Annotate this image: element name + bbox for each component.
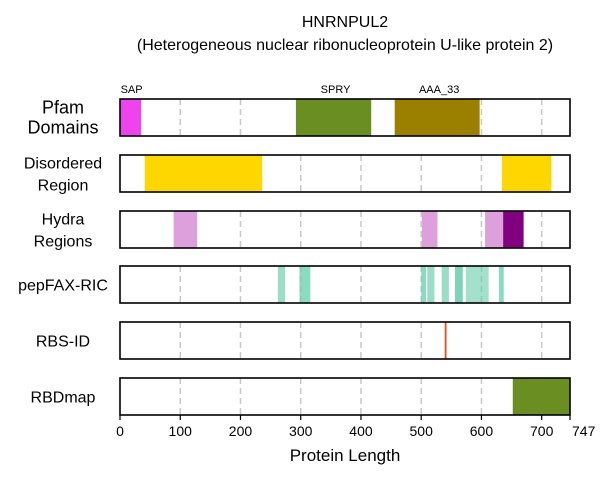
track-disordered-region: Disordered Region	[24, 154, 571, 195]
track-label: RBDmap	[31, 390, 96, 407]
x-tick-label: 0	[116, 423, 124, 439]
track-label: pepFAX-RIC	[18, 278, 108, 295]
track-label: Disordered Region	[24, 156, 102, 195]
track-frame	[119, 265, 571, 304]
x-tick-label: 400	[349, 423, 373, 439]
x-tick-label: 100	[169, 423, 193, 439]
x-tick-label: 200	[229, 423, 253, 439]
track-pfam-domains: SAP SPRY AAA_33 Pfam Domains	[27, 84, 571, 138]
segment-bar	[441, 266, 449, 303]
segment-bar	[394, 99, 480, 136]
segment-bar	[503, 211, 524, 248]
segment-bar	[299, 266, 311, 303]
segment-bar	[512, 378, 570, 415]
segment-bar	[421, 211, 438, 248]
x-tick-label: 600	[470, 423, 494, 439]
x-axis: 0 100 200 300 400 500 600 700 747	[116, 415, 596, 439]
track-label: Hydra Regions	[34, 212, 93, 251]
tracks-group: SAP SPRY AAA_33 Pfam Domains Disordered Region…	[18, 84, 571, 416]
segment-bar	[427, 266, 435, 303]
segment-bar	[465, 266, 489, 303]
track-frame	[119, 98, 571, 137]
chart-subtitle: (Heterogeneous nuclear ribonucleoprotein…	[137, 37, 553, 54]
track-rbdmap: RBDmap	[31, 377, 571, 416]
x-tick-label: 700	[530, 423, 554, 439]
domain-label: AAA_33	[419, 84, 459, 96]
segment-bar	[501, 155, 552, 192]
track-label: Pfam Domains	[27, 98, 98, 138]
track-hydra-regions: Hydra Regions	[34, 210, 571, 251]
x-axis-title: Protein Length	[290, 446, 401, 465]
track-pepfax-ric: pepFAX-RIC	[18, 265, 571, 304]
track-frame	[119, 210, 571, 249]
segment-bar	[295, 99, 372, 136]
segment-bar	[485, 211, 504, 248]
segment-bar	[421, 266, 427, 303]
track-frame	[119, 321, 571, 360]
segment-bar	[144, 155, 263, 192]
chart-title: HNRNPUL2	[302, 14, 388, 31]
segment-bar	[444, 322, 447, 359]
segment-bar	[454, 266, 463, 303]
x-tick-label: 500	[410, 423, 434, 439]
track-label: RBS-ID	[36, 334, 90, 351]
track-frame	[119, 154, 571, 193]
segment-bar	[173, 211, 198, 248]
domain-label: SPRY	[321, 84, 351, 96]
track-frame	[119, 377, 571, 416]
x-tick-label: 300	[289, 423, 313, 439]
segment-bar	[498, 266, 504, 303]
domain-label: SAP	[121, 84, 143, 96]
segment-bar	[277, 266, 286, 303]
track-rbs-id: RBS-ID	[36, 321, 571, 360]
segment-bar	[120, 99, 142, 136]
x-tick-label: 747	[572, 423, 596, 439]
